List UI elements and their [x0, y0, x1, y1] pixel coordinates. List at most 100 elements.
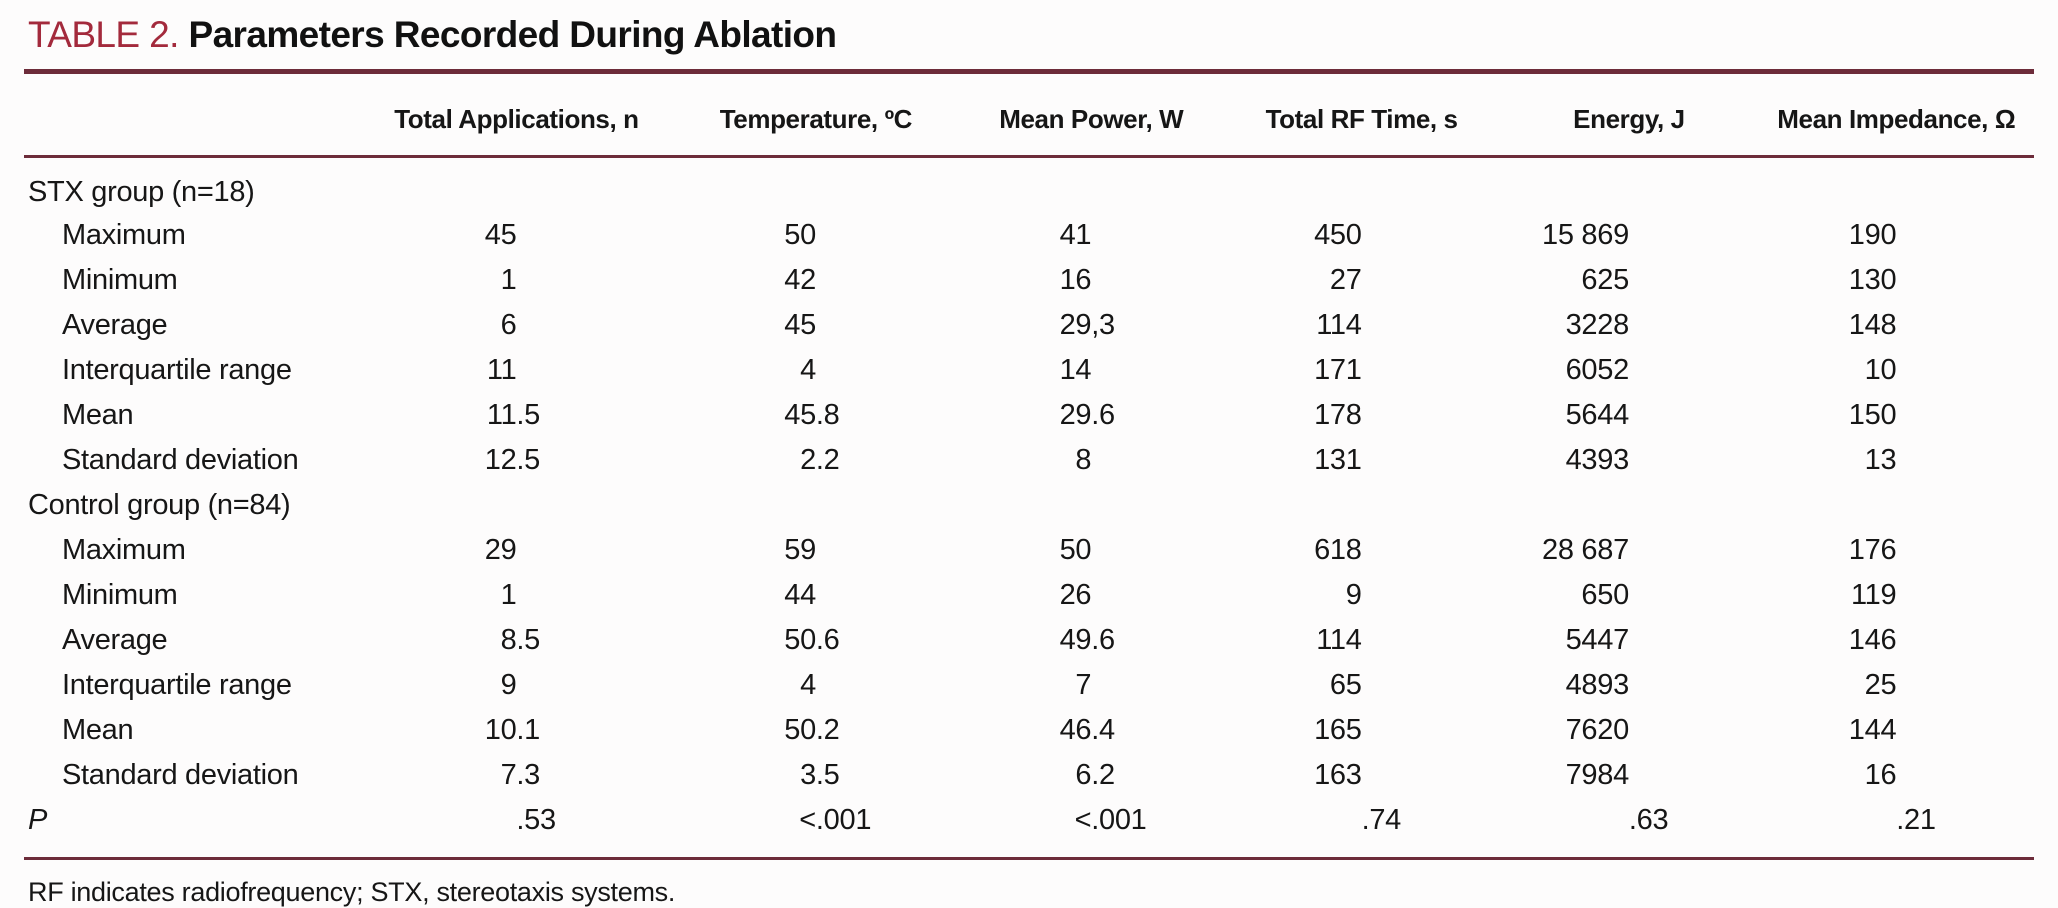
table-header: Total Applications, n Temperature, ºC Me…	[24, 74, 2034, 157]
table-caption: TABLE 2. Parameters Recorded During Abla…	[24, 12, 2034, 69]
cell-value: 5447	[1565, 623, 1630, 656]
cell-value: 50	[1059, 533, 1092, 566]
cell-p-value: .53	[516, 803, 556, 836]
col-header-mean-impedance: Mean Impedance, Ω	[1777, 104, 2016, 134]
cell-value: 130	[1848, 263, 1897, 296]
cell-value: 163	[1314, 758, 1362, 791]
col-header-stub	[24, 74, 360, 157]
cell-value: 4	[800, 353, 816, 386]
cell-value: 29	[484, 533, 517, 566]
cell-value: 450	[1314, 218, 1362, 251]
cell-value: 1	[500, 578, 517, 611]
table-row: Interquartile range 11 4 14 171 6052 10	[24, 348, 2034, 393]
cell-value: 50.6	[784, 623, 840, 656]
cell-value: 49.6	[1059, 623, 1116, 656]
cell-value: 65	[1329, 668, 1362, 701]
cell-value: 16	[1059, 263, 1092, 296]
cell-value: 1	[500, 263, 517, 296]
bottom-rule	[24, 856, 2034, 860]
cell-value: 178	[1314, 398, 1362, 431]
cell-value: 41	[1059, 218, 1092, 251]
cell-value: 45	[484, 218, 517, 251]
cell-value: 165	[1314, 713, 1362, 746]
cell-value: 3.5	[800, 758, 840, 791]
table-number: TABLE 2.	[28, 14, 179, 55]
cell-p-value: <.001	[799, 803, 872, 836]
table-footnote: RF indicates radiofrequency; STX, stereo…	[28, 876, 676, 907]
cell-value: 50	[784, 218, 816, 251]
cell-value: 2.2	[800, 443, 840, 476]
cell-value: 650	[1581, 578, 1629, 611]
cell-value: 190	[1848, 218, 1897, 251]
col-header-total-applications: Total Applications, n	[394, 104, 639, 134]
cell-value: 171	[1314, 353, 1362, 386]
cell-value: 9	[500, 668, 517, 701]
cell-value: 11.5	[486, 398, 541, 431]
cell-value: 10.1	[484, 713, 541, 746]
cell-value: 8	[1075, 443, 1092, 476]
row-label: Minimum	[62, 263, 178, 296]
cell-value: 5644	[1565, 398, 1630, 431]
cell-value: 13	[1864, 443, 1897, 476]
row-label: Minimum	[62, 578, 178, 611]
table-row: Standard deviation 12.5 2.2 8 131 4393 1…	[24, 438, 2034, 483]
cell-value: 27	[1329, 263, 1362, 296]
row-label: Average	[62, 623, 168, 656]
cell-value: 28 687	[1542, 533, 1629, 566]
cell-p-value: .74	[1361, 803, 1402, 836]
table-row: Mean 10.1 50.2 46.4 165 7620 144	[24, 708, 2034, 753]
cell-value: 7620	[1565, 713, 1630, 746]
cell-value: 11	[486, 353, 517, 386]
cell-value: 6.2	[1075, 758, 1115, 791]
cell-value: 114	[1316, 623, 1362, 656]
cell-p-value: .63	[1628, 803, 1669, 836]
cell-value: 45	[784, 308, 816, 341]
cell-value: 45.8	[784, 398, 840, 431]
cell-value: 4	[800, 668, 816, 701]
cell-value: 16	[1864, 758, 1897, 791]
cell-value: 625	[1581, 263, 1629, 296]
row-label: Maximum	[62, 218, 186, 251]
cell-value: 10	[1864, 353, 1897, 386]
section-header-row-control: Control group (n=84)	[24, 483, 2034, 528]
cell-value: 59	[784, 533, 816, 566]
cell-value: 146	[1848, 623, 1897, 656]
table-row: Minimum 1 44 26 9 650 119	[24, 573, 2034, 618]
table-row: Mean 11.5 45.8 29.6 178 5644 150	[24, 393, 2034, 438]
p-value-row: P .53 <.001 <.001 .74 .63 .21	[24, 798, 2034, 843]
cell-value: 119	[1850, 578, 1897, 611]
cell-value: 176	[1848, 533, 1897, 566]
row-label: Interquartile range	[62, 353, 292, 386]
row-label: Interquartile range	[62, 668, 292, 701]
cell-value: 25	[1864, 668, 1897, 701]
cell-value: 26	[1059, 578, 1092, 611]
table-row: Average 6 45 29,3 114 3228 148	[24, 303, 2034, 348]
cell-value: 4393	[1565, 443, 1630, 476]
p-row-label: P	[28, 803, 48, 836]
cell-value: 9	[1345, 578, 1362, 611]
cell-value: 12.5	[484, 443, 541, 476]
table-title: Parameters Recorded During Ablation	[188, 14, 838, 55]
row-label: Maximum	[62, 533, 186, 566]
cell-value: 7	[1075, 668, 1092, 701]
data-table: Total Applications, n Temperature, ºC Me…	[24, 74, 2034, 843]
cell-value: 6	[500, 308, 517, 341]
cell-value: 50.2	[784, 713, 840, 746]
row-label: Mean	[62, 713, 134, 746]
section-header-row-stx: STX group (n=18)	[24, 157, 2034, 213]
cell-p-value: .21	[1896, 803, 1936, 836]
table-row: Average 8.5 50.6 49.6 114 5447 146	[24, 618, 2034, 663]
cell-value: 7.3	[500, 758, 541, 791]
cell-value: 6052	[1565, 353, 1630, 386]
table-row: Maximum 45 50 41 450 15 869 190	[24, 213, 2034, 258]
cell-value: 148	[1848, 308, 1897, 341]
cell-p-value: <.001	[1074, 803, 1147, 836]
row-label: Standard deviation	[62, 443, 299, 476]
cell-value: 42	[784, 263, 816, 296]
table-row: Interquartile range 9 4 7 65 4893 25	[24, 663, 2034, 708]
table-row: Maximum 29 59 50 618 28 687 176	[24, 528, 2034, 573]
cell-value: 150	[1848, 398, 1897, 431]
col-header-total-rf-time: Total RF Time, s	[1265, 104, 1458, 134]
table-row: Standard deviation 7.3 3.5 6.2 163 7984 …	[24, 753, 2034, 798]
